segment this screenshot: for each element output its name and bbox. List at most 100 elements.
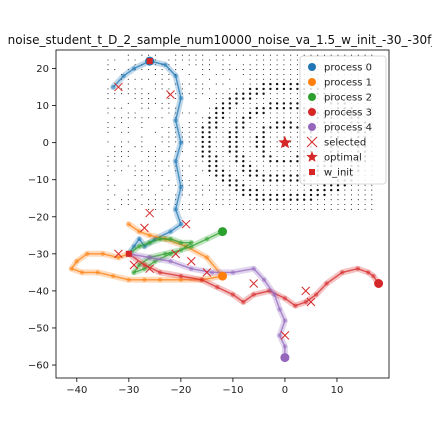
field-dot xyxy=(290,55,291,56)
field-dot xyxy=(262,83,264,85)
field-dot xyxy=(202,141,204,143)
field-dot xyxy=(208,131,210,133)
field-dot xyxy=(290,79,291,80)
field-dot xyxy=(303,199,305,201)
field-dot xyxy=(290,190,291,191)
field-dot xyxy=(148,161,149,162)
field-dot xyxy=(168,161,169,162)
field-dot xyxy=(365,55,366,56)
field-dot xyxy=(135,199,136,200)
field-dot xyxy=(283,64,284,65)
field-dot xyxy=(277,93,278,94)
field-dot xyxy=(155,156,156,157)
x-tick-label: 0 xyxy=(282,385,288,396)
field-dot xyxy=(263,165,264,166)
field-dot xyxy=(371,204,372,205)
field-dot xyxy=(270,59,271,60)
field-dot xyxy=(337,55,338,56)
x-tick-label: −10 xyxy=(222,385,243,396)
field-dot xyxy=(297,112,298,113)
field-dot xyxy=(229,161,230,162)
field-dot xyxy=(270,137,271,138)
field-dot xyxy=(209,59,210,60)
field-dot xyxy=(249,93,251,95)
field-dot xyxy=(208,146,210,148)
field-dot xyxy=(351,185,352,186)
field-dot xyxy=(168,88,169,89)
field-dot xyxy=(297,69,298,70)
field-dot xyxy=(202,64,203,65)
field-dot xyxy=(304,185,305,186)
field-dot xyxy=(148,93,149,94)
field-dot xyxy=(243,103,244,104)
field-dot xyxy=(290,88,292,90)
field-dot xyxy=(242,184,244,186)
field-dot xyxy=(262,112,264,114)
field-dot xyxy=(182,84,183,85)
field-dot xyxy=(229,55,230,56)
field-dot xyxy=(249,165,251,167)
field-dot xyxy=(297,185,298,186)
field-dot xyxy=(195,112,196,113)
trajectory-point-process-2 xyxy=(168,252,172,256)
field-dot xyxy=(236,194,237,195)
field-dot xyxy=(215,155,217,157)
field-dot xyxy=(209,79,210,80)
field-dot xyxy=(283,132,284,133)
field-dot xyxy=(189,74,190,75)
field-dot xyxy=(283,199,285,201)
field-dot xyxy=(243,137,244,138)
field-dot xyxy=(243,209,244,210)
field-dot xyxy=(256,194,258,196)
field-dot xyxy=(250,127,251,128)
field-dot xyxy=(276,126,278,128)
field-dot xyxy=(290,93,291,94)
field-dot xyxy=(323,194,325,196)
field-dot xyxy=(296,174,298,176)
field-dot xyxy=(256,112,258,114)
field-dot xyxy=(216,141,217,142)
field-dot xyxy=(250,69,251,70)
field-dot xyxy=(141,98,142,99)
trajectory-point-process-4 xyxy=(210,270,214,274)
field-dot xyxy=(209,112,210,113)
trajectory-point-process-3 xyxy=(283,296,287,300)
field-dot xyxy=(121,170,122,171)
field-dot xyxy=(290,204,291,205)
field-dot xyxy=(128,55,129,56)
field-dot xyxy=(168,79,169,80)
field-dot xyxy=(276,107,278,109)
field-dot xyxy=(195,79,196,80)
field-dot xyxy=(155,170,156,171)
field-dot xyxy=(283,185,284,186)
field-dot xyxy=(209,98,210,99)
field-dot xyxy=(365,199,366,200)
field-dot xyxy=(128,199,129,200)
field-dot xyxy=(222,185,223,186)
field-dot xyxy=(290,151,291,152)
field-dot xyxy=(148,190,149,191)
field-dot xyxy=(229,141,231,143)
field-dot xyxy=(236,69,237,70)
field-dot xyxy=(262,136,264,138)
field-dot xyxy=(107,132,108,133)
field-dot xyxy=(168,98,169,99)
field-dot xyxy=(276,121,278,123)
field-dot xyxy=(162,209,163,210)
field-dot xyxy=(222,199,223,200)
field-dot xyxy=(283,209,284,210)
field-dot xyxy=(235,102,237,104)
field-dot xyxy=(324,199,325,200)
field-dot xyxy=(283,170,284,171)
trajectory-point-process-3 xyxy=(356,267,360,271)
field-dot xyxy=(155,84,156,85)
trajectory-point-process-2 xyxy=(158,237,162,241)
field-dot xyxy=(121,132,122,133)
field-dot xyxy=(216,199,217,200)
field-dot xyxy=(277,98,278,99)
y-tick-label: −30 xyxy=(28,249,49,260)
field-dot xyxy=(277,209,278,210)
field-dot xyxy=(262,174,264,176)
field-dot xyxy=(202,69,203,70)
field-dot xyxy=(371,190,372,191)
